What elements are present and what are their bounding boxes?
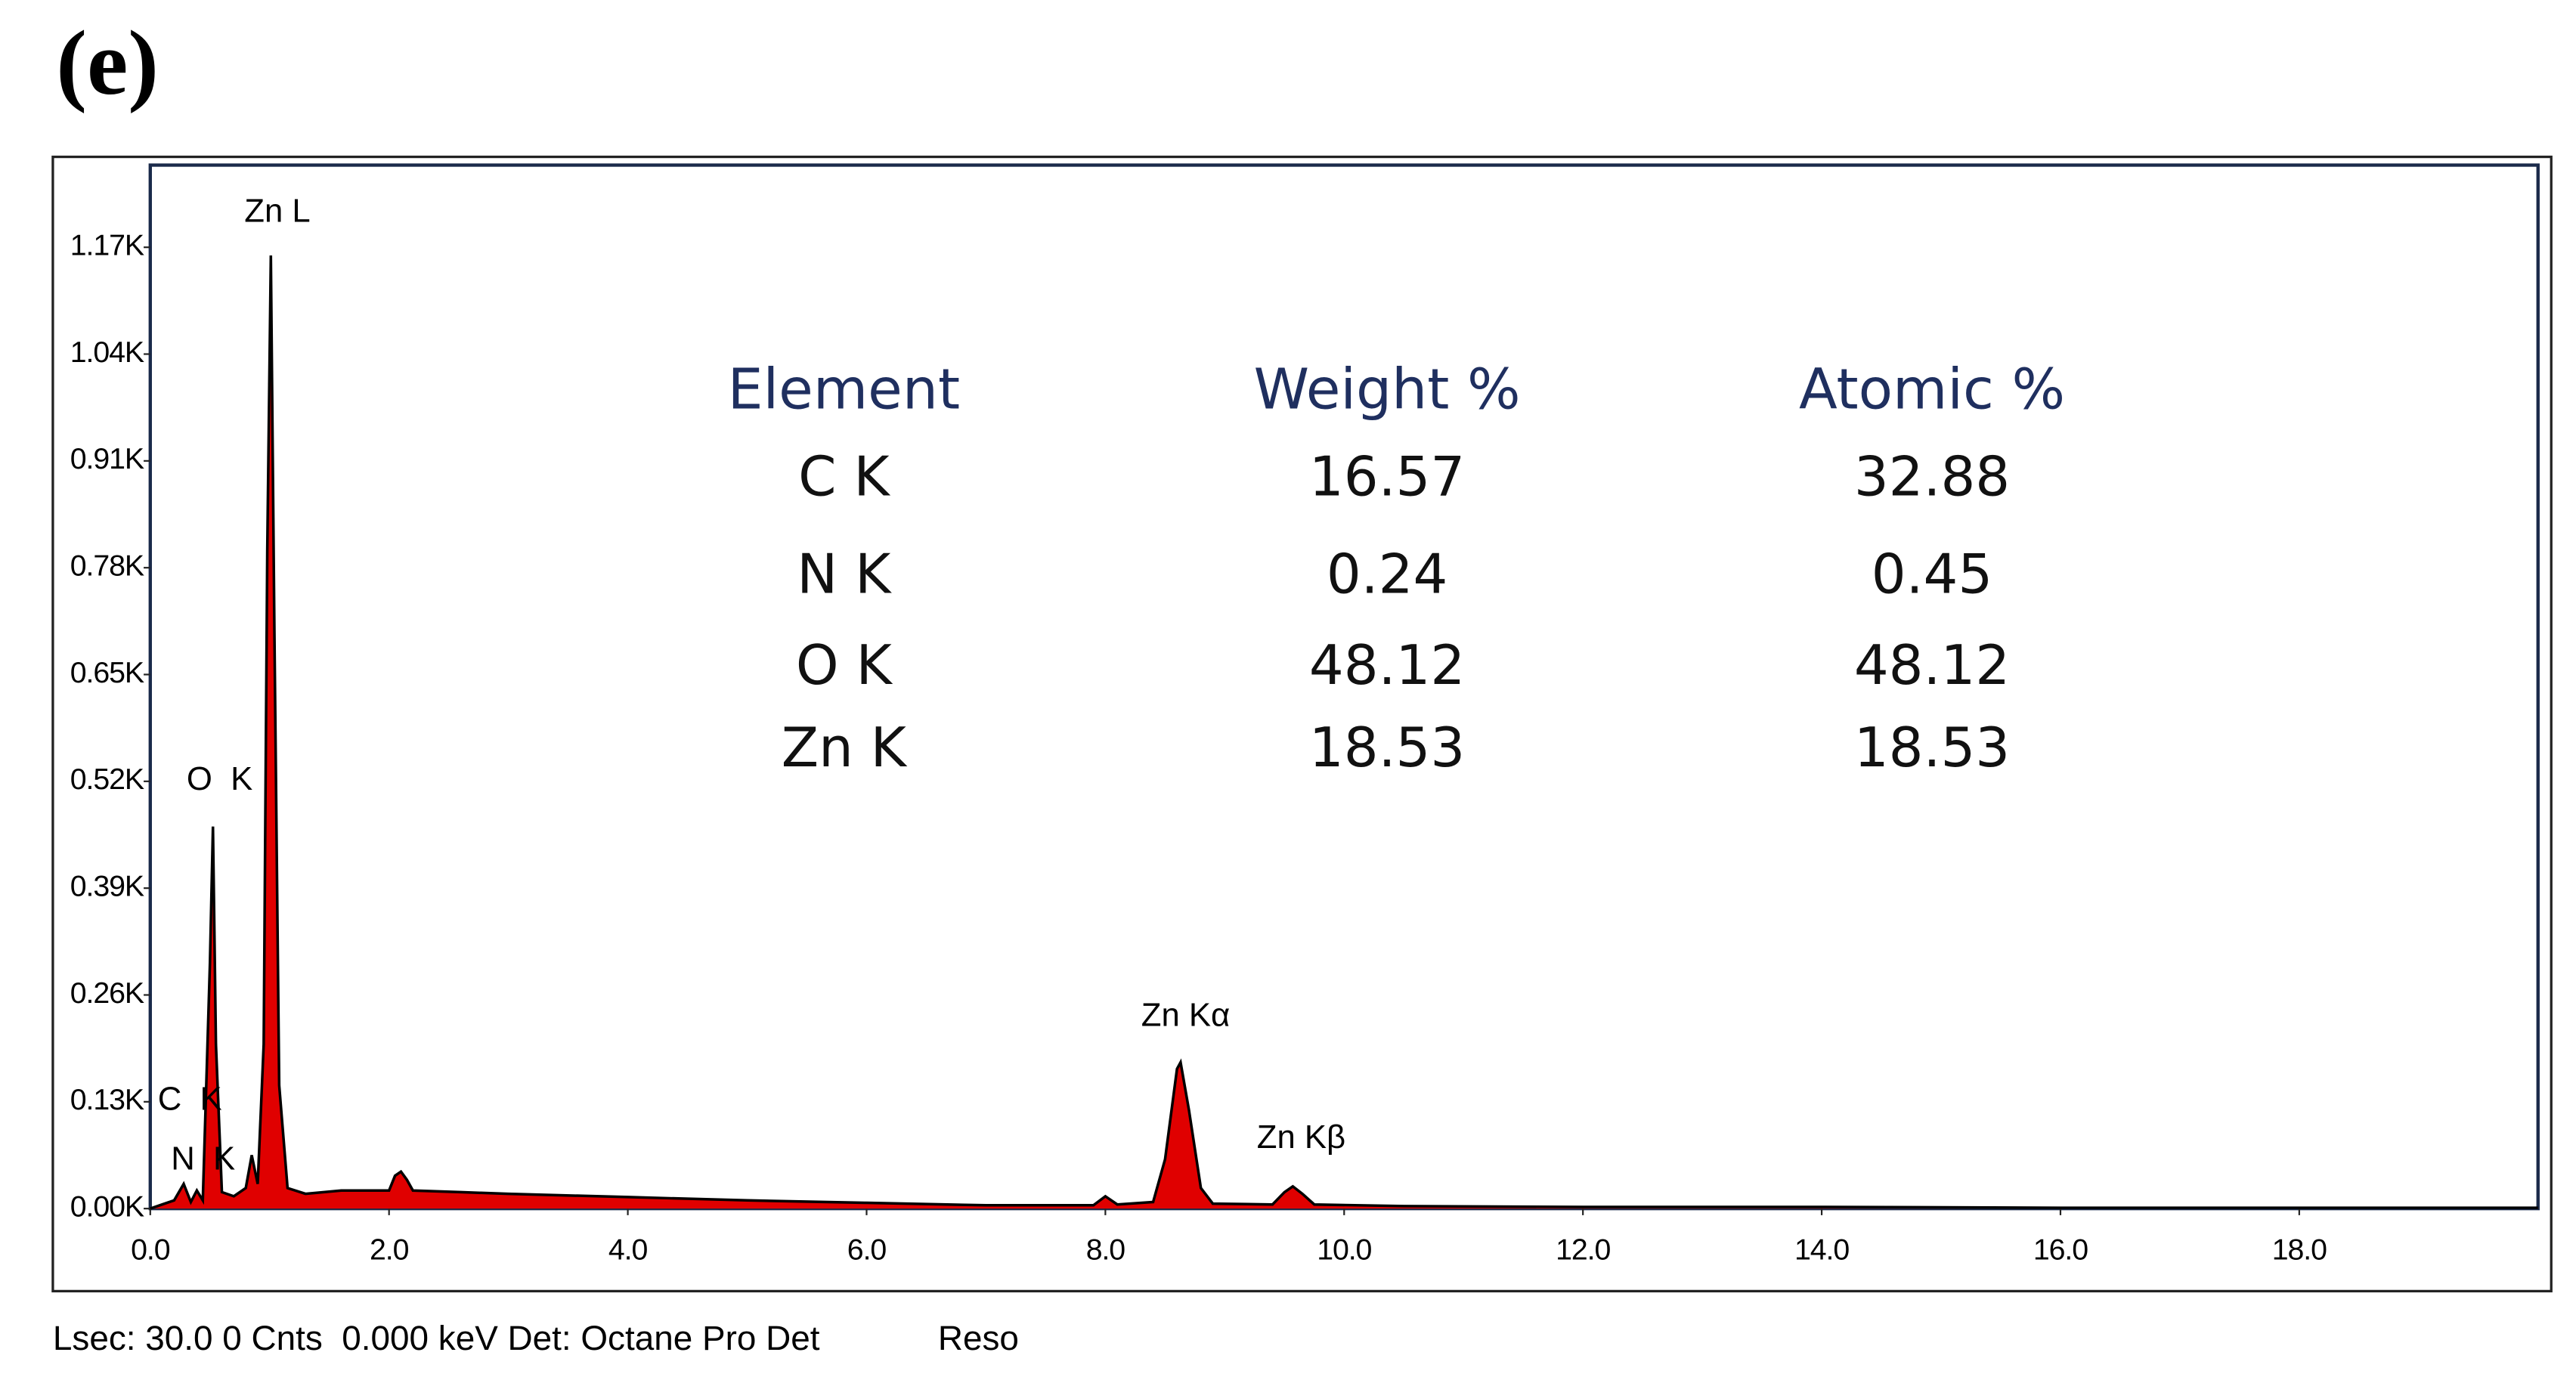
x-tick-label: 10.0 bbox=[1317, 1233, 1371, 1266]
table-cell: 18.53 bbox=[1854, 716, 2010, 780]
x-tick-label: 8.0 bbox=[1086, 1233, 1125, 1266]
table-cell: 18.53 bbox=[1309, 716, 1465, 780]
table-cell: O K bbox=[796, 634, 893, 698]
table-header: Element bbox=[728, 356, 960, 422]
y-tick-label: 1.17K bbox=[70, 229, 144, 262]
x-tick-label: 16.0 bbox=[2033, 1233, 2088, 1266]
peak-label: Zn Kα bbox=[1141, 996, 1231, 1033]
table-cell: Zn K bbox=[782, 716, 908, 780]
table-cell: 48.12 bbox=[1309, 634, 1465, 698]
x-tick-label: 4.0 bbox=[608, 1233, 648, 1266]
table-cell: 32.88 bbox=[1854, 446, 2010, 509]
y-tick-label: 0.26K bbox=[70, 976, 144, 1010]
y-tick-label: 0.52K bbox=[70, 763, 144, 796]
footer-text: Reso bbox=[938, 1318, 1019, 1357]
x-tick-label: 12.0 bbox=[1556, 1233, 1610, 1266]
peak-label: Zn L bbox=[244, 192, 310, 229]
peak-label: N K bbox=[171, 1140, 235, 1177]
table-cell: 48.12 bbox=[1854, 634, 2010, 698]
footer-text: Lsec: 30.0 0 Cnts 0.000 keV Det: Octane … bbox=[53, 1318, 820, 1357]
y-tick-label: 0.39K bbox=[70, 870, 144, 903]
y-tick-label: 0.00K bbox=[70, 1190, 144, 1224]
y-tick-label: 1.04K bbox=[70, 336, 144, 369]
table-cell: 0.24 bbox=[1327, 543, 1448, 607]
x-tick-label: 0.0 bbox=[131, 1233, 170, 1266]
x-tick-label: 6.0 bbox=[847, 1233, 887, 1266]
x-tick-label: 2.0 bbox=[370, 1233, 409, 1266]
table-cell: 16.57 bbox=[1309, 446, 1465, 509]
peak-label: O K bbox=[187, 760, 252, 797]
table-cell: C K bbox=[798, 446, 890, 509]
table-header: Atomic % bbox=[1799, 356, 2065, 422]
y-tick-label: 0.65K bbox=[70, 656, 144, 689]
x-tick-label: 14.0 bbox=[1794, 1233, 1849, 1266]
outer-frame bbox=[51, 155, 2553, 1293]
peak-label: C K bbox=[158, 1081, 222, 1118]
table-header: Weight % bbox=[1254, 356, 1521, 422]
spectrum-line bbox=[150, 255, 2538, 1210]
peak-label: Zn Kβ bbox=[1257, 1119, 1345, 1156]
table-cell: 0.45 bbox=[1872, 543, 1993, 607]
y-tick-label: 0.78K bbox=[70, 549, 144, 583]
x-tick-label: 18.0 bbox=[2272, 1233, 2327, 1266]
table-cell: N K bbox=[797, 543, 892, 607]
y-tick-label: 0.91K bbox=[70, 442, 144, 475]
y-tick-label: 0.13K bbox=[70, 1083, 144, 1116]
chart-title: (e) bbox=[56, 12, 159, 114]
